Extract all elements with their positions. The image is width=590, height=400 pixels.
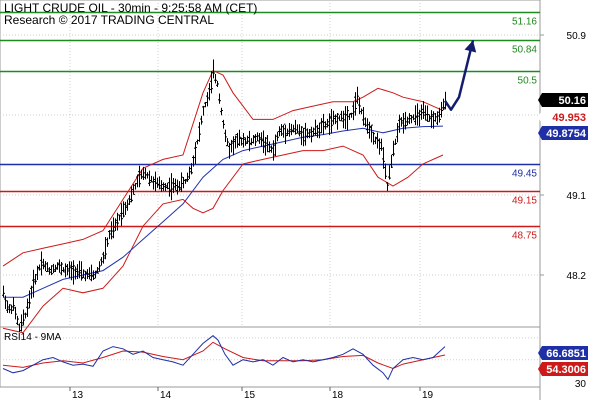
date-x-axis: 13 14 15 18 19: [69, 387, 434, 400]
ma-value-flag-bg: [538, 126, 588, 140]
bollinger-lower-line: [2, 145, 444, 334]
rsi-value-flags: 66.6851 54.3006 30: [538, 346, 588, 390]
ma-value-flag-text: 49.8754: [546, 128, 587, 140]
price-y-axis: 50.9 49.1 48.2: [540, 31, 586, 282]
chart-title: LIGHT CRUDE OIL - 30min - 9:25:58 AM (CE…: [4, 1, 257, 15]
last-price-flag-bg: [538, 93, 588, 107]
x-tick-label-14: 14: [160, 390, 172, 400]
rsi-grid: [0, 337, 540, 361]
price-value-flags: 50.16 49.953 49.8754: [538, 93, 588, 140]
forecast-arrow: [443, 40, 477, 111]
level-label-48.75: 48.75: [512, 231, 537, 242]
price-levels: 51.16 50.84 50.5 49.45 49.15 48.75: [0, 11, 540, 242]
rsi-y-tick-30: 30: [575, 379, 587, 390]
rsi-value-flag: 66.6851: [538, 346, 588, 360]
bollinger-upper-line: [2, 69, 444, 267]
forecast-arrow-head: [464, 40, 477, 53]
ma-value-flag: 49.8754: [538, 126, 588, 140]
level-label-50.84: 50.84: [512, 45, 537, 56]
level-label-49.45: 49.45: [512, 169, 537, 180]
last-price-flag: 50.16: [538, 93, 588, 107]
rsi-ma-line: [2, 341, 446, 370]
band-value-flag: 49.953: [538, 110, 588, 124]
band-value-flag-text: 49.953: [552, 112, 586, 124]
rsi-series: [2, 335, 446, 381]
level-label-50.5: 50.5: [518, 76, 538, 87]
y-tick-label-49.1: 49.1: [567, 191, 587, 202]
x-tick-label-19: 19: [422, 390, 434, 400]
rsi-ma-value-flag-bg: [538, 362, 588, 376]
x-tick-label-15: 15: [244, 390, 256, 400]
level-label-51.16: 51.16: [512, 17, 537, 28]
forecast-arrow-line: [443, 40, 475, 111]
rsi-value-flag-bg: [538, 346, 588, 360]
price-grid: [0, 0, 540, 327]
rsi-panel-title: RSI14 - 9MA: [4, 332, 62, 343]
price-series: [2, 59, 447, 333]
y-tick-label-48.2: 48.2: [567, 271, 587, 282]
rsi-value-flag-text: 66.6851: [546, 348, 586, 360]
rsi-line: [2, 335, 446, 381]
last-price-flag-text: 50.16: [558, 95, 586, 107]
rsi-ma-value-flag: 54.3006: [538, 362, 588, 376]
band-value-flag-bg: [538, 110, 588, 124]
x-tick-label-13: 13: [72, 390, 84, 400]
level-label-49.15: 49.15: [512, 196, 537, 207]
chart-copyright: Research © 2017 TRADING CENTRAL: [4, 13, 214, 27]
x-tick-label-18: 18: [332, 390, 344, 400]
rsi-ma-value-flag-text: 54.3006: [546, 364, 586, 376]
y-tick-label-50.9: 50.9: [567, 31, 587, 42]
